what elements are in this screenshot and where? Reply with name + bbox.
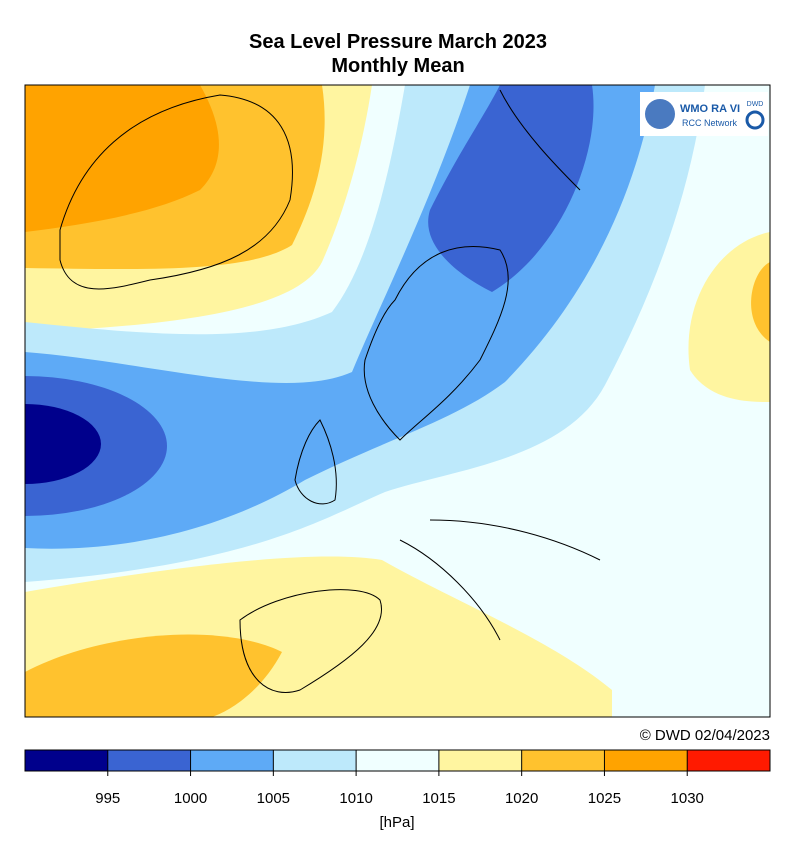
- map-frame: [24, 84, 771, 718]
- logo-agency: DWD: [747, 101, 764, 108]
- colorbar-bin: [190, 750, 274, 771]
- colorbar-tick-label: 1025: [588, 790, 621, 807]
- colorbar-tick-label: 1010: [339, 790, 372, 807]
- colorbar-tick-label: 1000: [174, 790, 207, 807]
- pressure-map: [25, 85, 770, 717]
- field-1020-east: [751, 262, 770, 342]
- colorbar-tick-label: 1015: [422, 790, 455, 807]
- colorbar-frame: [24, 749, 771, 772]
- field-995-north: [428, 85, 594, 292]
- field-1015-east: [688, 232, 770, 402]
- colorbar-unit: [hPa]: [379, 814, 414, 831]
- colorbar-bin: [687, 750, 770, 771]
- colorbar-bin: [438, 750, 522, 771]
- title: Sea Level Pressure March 2023: [249, 31, 547, 53]
- wmo-emblem: [645, 99, 675, 129]
- field-990: [25, 404, 101, 484]
- colorbar-bin: [604, 750, 688, 771]
- colorbar-bin: [25, 750, 108, 771]
- dwd-emblem: [745, 110, 765, 130]
- credit: © DWD 02/04/2023: [640, 727, 770, 744]
- colorbar-bin: [521, 750, 605, 771]
- colorbar-tick-label: 1005: [257, 790, 290, 807]
- colorbar-bin: [273, 750, 357, 771]
- subtitle: Monthly Mean: [331, 55, 464, 77]
- logo: WMO RA VI RCC Network DWD: [640, 92, 768, 136]
- colorbar-tick-label: 1020: [505, 790, 538, 807]
- colorbar: 995 1000 1005 1010 1015 1020 1025 1030: [24, 749, 771, 807]
- coastlines: [59, 89, 601, 693]
- logo-name: WMO RA VI: [680, 103, 740, 115]
- logo-network: RCC Network: [682, 118, 738, 128]
- colorbar-bin: [107, 750, 191, 771]
- colorbar-tick-label: 1030: [671, 790, 704, 807]
- colorbar-bin: [356, 750, 439, 771]
- field-1020-south: [25, 634, 282, 717]
- colorbar-tick-label: 995: [95, 790, 120, 807]
